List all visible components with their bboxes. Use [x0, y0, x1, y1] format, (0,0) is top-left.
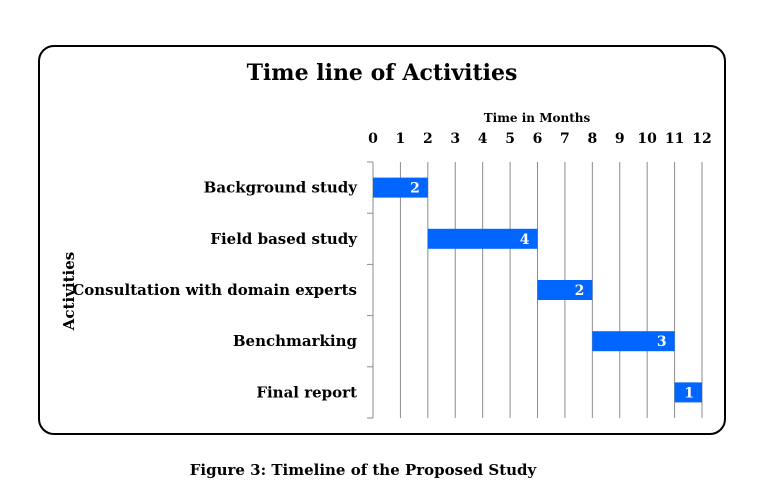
bar-1 — [427, 228, 538, 249]
x-tick-label: 3 — [450, 131, 460, 147]
x-axis-label: Time in Months — [484, 111, 591, 125]
x-tick-label: 12 — [692, 131, 711, 147]
bar-4 — [674, 382, 702, 403]
bar-0 — [373, 177, 428, 198]
x-tick-label: 5 — [505, 131, 515, 147]
x-tick-label: 1 — [396, 131, 406, 147]
category-label: Field based study — [210, 230, 358, 248]
x-tick-label: 6 — [533, 131, 543, 147]
x-tick-label: 9 — [615, 131, 625, 147]
x-tick-label: 8 — [587, 131, 597, 147]
bar-3 — [592, 331, 675, 352]
category-label: Benchmarking — [233, 332, 358, 350]
bar-value-label: 1 — [684, 385, 694, 401]
bar-value-label: 3 — [657, 334, 667, 350]
category-label: Final report — [256, 383, 357, 401]
y-axis-label: Activities — [60, 252, 78, 331]
x-tick-label: 10 — [637, 131, 657, 147]
category-labels: Background study Field based study Consult… — [72, 179, 358, 402]
x-tick-label: 0 — [368, 131, 378, 147]
category-label: Consultation with domain experts — [72, 281, 357, 299]
bar-value-label: 2 — [410, 181, 420, 197]
x-tick-label: 7 — [560, 131, 570, 147]
x-tick-labels: 0 1 2 3 4 5 6 7 8 9 10 11 12 — [368, 131, 712, 147]
bars: 2 4 2 3 1 — [373, 177, 702, 403]
bar-value-label: 4 — [520, 232, 530, 248]
bar-2 — [537, 280, 593, 300]
chart-title: Time line of Activities — [247, 60, 518, 86]
category-label: Background study — [204, 179, 359, 197]
chart-frame — [38, 45, 726, 435]
x-tick-label: 11 — [665, 131, 684, 147]
x-tick-label: 4 — [478, 131, 488, 147]
grid-lines — [367, 161, 703, 419]
bar-value-label: 2 — [575, 283, 585, 299]
x-tick-label: 2 — [423, 131, 433, 147]
figure-caption: Figure 3: Timeline of the Proposed Study — [190, 461, 538, 479]
